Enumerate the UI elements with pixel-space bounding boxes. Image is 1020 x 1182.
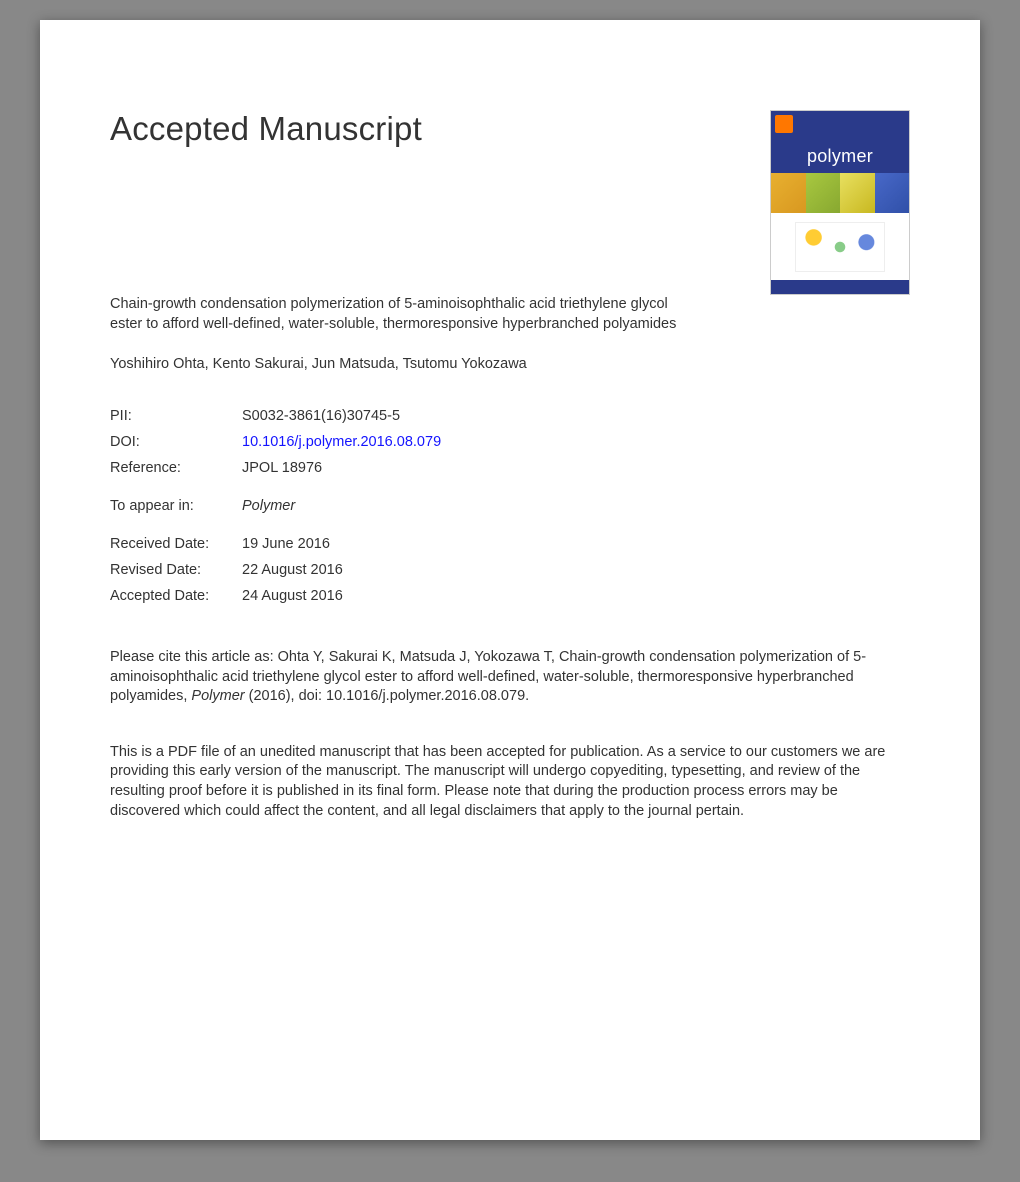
journal-cover-thumbnail: polymer: [770, 110, 910, 295]
meta-value: 22 August 2016: [242, 562, 343, 578]
meta-label: Reference:: [110, 460, 242, 476]
meta-row-accepted: Accepted Date: 24 August 2016: [110, 588, 910, 604]
cover-journal-name: polymer: [807, 146, 873, 167]
disclaimer-text: This is a PDF file of an unedited manusc…: [110, 743, 910, 821]
cover-graphic-icon: [795, 222, 885, 272]
cover-color-strip: [771, 173, 909, 213]
cover-strip-segment: [771, 173, 806, 213]
cover-strip-segment: [840, 173, 875, 213]
meta-label: DOI:: [110, 434, 242, 450]
header-row: Accepted Manuscript polymer: [110, 110, 910, 295]
meta-row-received: Received Date: 19 June 2016: [110, 536, 910, 552]
meta-row-doi: DOI: 10.1016/j.polymer.2016.08.079: [110, 434, 910, 450]
publisher-logo-icon: [775, 115, 793, 133]
article-title: Chain-growth condensation polymerization…: [110, 295, 700, 334]
citation-journal: Polymer: [191, 688, 244, 704]
citation-suffix: (2016), doi: 10.1016/j.polymer.2016.08.0…: [245, 688, 530, 704]
cover-footer: [771, 280, 909, 294]
manuscript-page: Accepted Manuscript polymer Chain-growth…: [40, 20, 980, 1140]
meta-value: Polymer: [242, 498, 295, 514]
meta-label: To appear in:: [110, 498, 242, 514]
metadata-table: PII: S0032-3861(16)30745-5 DOI: 10.1016/…: [110, 408, 910, 604]
cover-strip-segment: [875, 173, 910, 213]
meta-row-pii: PII: S0032-3861(16)30745-5: [110, 408, 910, 424]
meta-row-revised: Revised Date: 22 August 2016: [110, 562, 910, 578]
doi-link[interactable]: 10.1016/j.polymer.2016.08.079: [242, 434, 441, 450]
accepted-heading: Accepted Manuscript: [110, 110, 422, 148]
cover-header: polymer: [771, 111, 909, 173]
citation-block: Please cite this article as: Ohta Y, Sak…: [110, 648, 910, 707]
meta-value: 19 June 2016: [242, 536, 330, 552]
meta-value: S0032-3861(16)30745-5: [242, 408, 400, 424]
meta-row-reference: Reference: JPOL 18976: [110, 460, 910, 476]
meta-value: 24 August 2016: [242, 588, 343, 604]
meta-label: Accepted Date:: [110, 588, 242, 604]
article-authors: Yoshihiro Ohta, Kento Sakurai, Jun Matsu…: [110, 356, 910, 372]
meta-row-appear: To appear in: Polymer: [110, 498, 910, 514]
cover-body: [771, 213, 909, 280]
cover-strip-segment: [806, 173, 841, 213]
meta-label: Received Date:: [110, 536, 242, 552]
meta-value: JPOL 18976: [242, 460, 322, 476]
meta-label: PII:: [110, 408, 242, 424]
meta-label: Revised Date:: [110, 562, 242, 578]
